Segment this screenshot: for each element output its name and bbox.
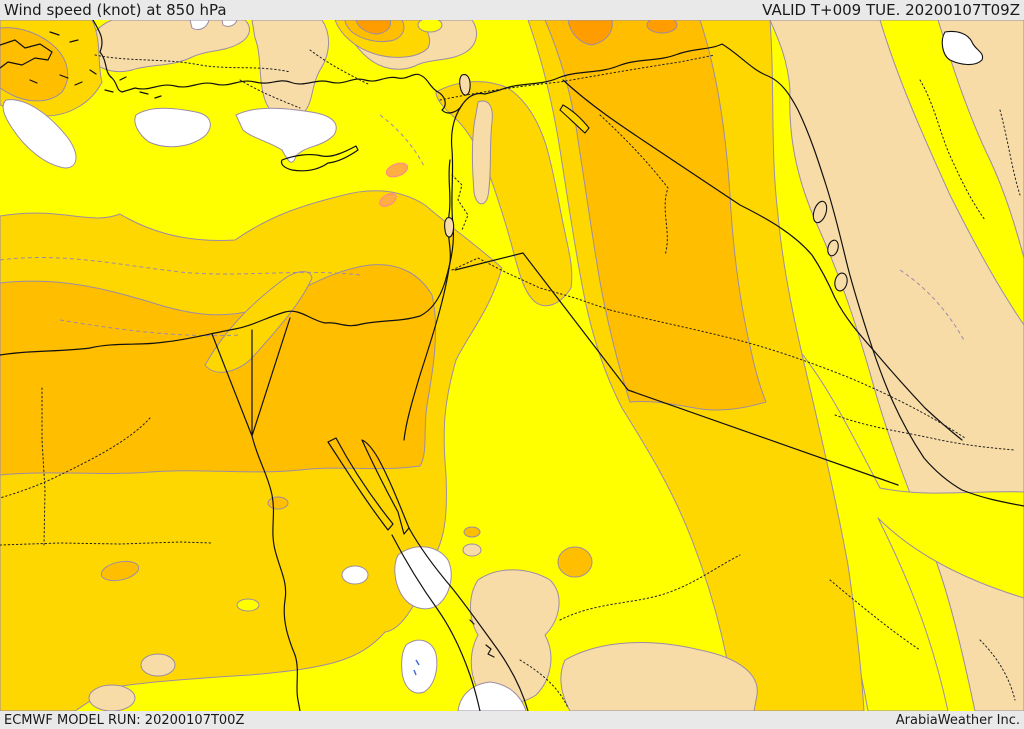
fill-yellow-hole-2 bbox=[417, 20, 443, 33]
fill-white-anatolia-west bbox=[134, 107, 211, 148]
fill-deep-orange-core-3 bbox=[646, 20, 678, 34]
map-title: Wind speed (knot) at 850 hPa bbox=[4, 1, 227, 19]
river-jordan-dead-sea bbox=[403, 159, 452, 441]
valid-time-label: VALID T+009 TUE. 20200107T09Z bbox=[762, 1, 1020, 19]
fill-white-suez-spot bbox=[341, 565, 369, 585]
fill-amber-wedge-syria bbox=[544, 20, 767, 411]
coastline-turkey-iran-line bbox=[92, 20, 1024, 507]
header-bar: Wind speed (knot) at 850 hPa VALID T+009… bbox=[0, 0, 1024, 20]
fill-white-aegean bbox=[2, 99, 77, 169]
fill-white-red-sea-1 bbox=[394, 546, 452, 610]
fill-amber-aegean bbox=[0, 27, 69, 102]
border-saudi-internal-3 bbox=[834, 414, 1016, 451]
border-saudi-internal-2 bbox=[829, 579, 1016, 701]
fill-white-red-sea-2 bbox=[401, 639, 438, 694]
lake-razzaza bbox=[834, 272, 848, 292]
fill-peach-lebanon-strip bbox=[471, 100, 493, 205]
border-israel-jordan bbox=[451, 174, 469, 231]
fill-peach-spot-3 bbox=[462, 543, 482, 557]
coastline-nile-delta bbox=[211, 317, 291, 437]
fill-white-anatolia-east bbox=[235, 107, 337, 163]
fill-amber-spot-2 bbox=[267, 496, 289, 510]
lake-assad bbox=[559, 104, 590, 134]
coastline-cyprus bbox=[280, 145, 359, 172]
coastline-levant bbox=[361, 104, 463, 325]
border-nile-dotted bbox=[519, 659, 569, 709]
fill-amber-spot-4 bbox=[463, 526, 481, 538]
fill-yellow-hole-1 bbox=[236, 598, 260, 612]
attribution-label: ArabiaWeather Inc. bbox=[895, 712, 1020, 728]
fill-white-top-edge-1 bbox=[189, 20, 210, 31]
river-euphrates bbox=[562, 79, 963, 441]
lake-tharthar bbox=[812, 200, 828, 224]
contour-dashed-3 bbox=[379, 114, 426, 169]
coastline-red-sea-jags bbox=[469, 619, 495, 658]
lake-urmia bbox=[941, 30, 984, 66]
border-jordan-saudi bbox=[451, 257, 611, 311]
coastline-greece bbox=[0, 39, 53, 69]
river-nile bbox=[251, 435, 301, 711]
border-egypt-internal bbox=[0, 417, 151, 499]
border-turkey-syria bbox=[439, 54, 716, 101]
fill-deep-orange-core-1 bbox=[355, 20, 391, 35]
border-turkey-internal-1 bbox=[94, 54, 291, 73]
lake-dead-sea bbox=[444, 217, 455, 238]
contour-dashed-4 bbox=[899, 269, 966, 343]
wind-speed-map bbox=[0, 20, 1024, 711]
coastline-gulf-of-aqaba bbox=[361, 439, 410, 535]
fill-amber-spot-1 bbox=[100, 560, 140, 582]
fill-amber-spot-3 bbox=[557, 546, 593, 578]
contour-dashed-2 bbox=[59, 319, 241, 337]
fill-peach-red-sea-east bbox=[470, 569, 560, 704]
fill-peach-spot-2 bbox=[140, 653, 176, 677]
lake-tuz bbox=[459, 74, 471, 96]
border-saudi-internal-1 bbox=[559, 554, 741, 621]
fill-peach-south-band bbox=[560, 642, 758, 711]
border-iraq-saudi bbox=[609, 309, 966, 439]
fill-deep-orange-core-2 bbox=[567, 20, 613, 46]
border-turkey-internal-2 bbox=[239, 49, 371, 109]
border-egypt-sudan bbox=[0, 541, 213, 546]
model-run-label: ECMWF MODEL RUN: 20200107T00Z bbox=[4, 712, 245, 728]
coastline-gulf-of-suez bbox=[327, 437, 394, 531]
coastline-aegean-islands bbox=[29, 31, 162, 99]
lake-habbaniyah bbox=[827, 239, 839, 257]
coastline-red-sea-west bbox=[391, 534, 481, 711]
border-egypt-libya bbox=[41, 387, 46, 546]
footer-bar: ECMWF MODEL RUN: 20200107T00Z ArabiaWeat… bbox=[0, 711, 1024, 729]
border-iran-internal bbox=[919, 79, 1021, 221]
map-canvas bbox=[0, 20, 1024, 711]
fill-white-top-edge-2 bbox=[221, 20, 238, 27]
coastline-red-sea-east bbox=[408, 527, 529, 711]
fill-pink-max-oval-1 bbox=[385, 162, 409, 178]
fill-peach-spot-1 bbox=[88, 684, 136, 711]
border-solid-jordan-saudi bbox=[454, 252, 899, 486]
coastline-egypt-north bbox=[0, 310, 363, 356]
border-syria-iraq bbox=[599, 114, 669, 256]
fill-pink-max-oval-2 bbox=[379, 193, 397, 207]
blue-mark-red-sea bbox=[413, 659, 420, 676]
